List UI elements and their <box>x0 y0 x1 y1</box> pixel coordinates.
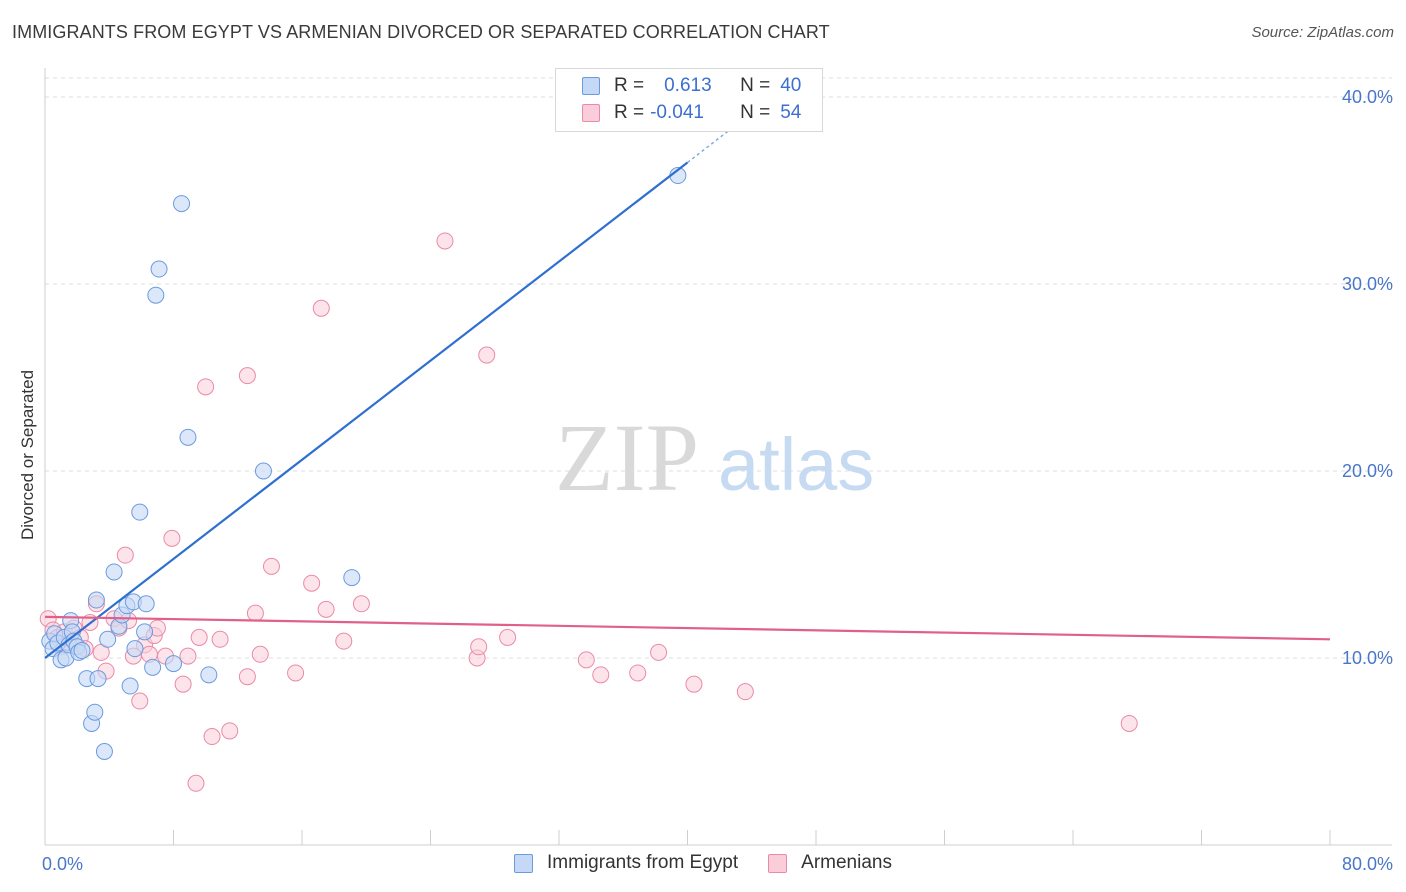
egypt-point <box>126 640 144 658</box>
egypt-point <box>86 703 104 721</box>
armenian-point <box>312 299 330 317</box>
armenian-point <box>303 574 321 592</box>
egypt-point <box>131 503 149 521</box>
armenian-point <box>1120 714 1138 732</box>
armenian-point <box>131 692 149 710</box>
legend-item-egypt: Immigrants from Egypt <box>514 852 738 874</box>
armenian-point <box>317 600 335 618</box>
armenian-point <box>470 638 488 656</box>
axes <box>44 68 1392 846</box>
egypt-point <box>105 563 123 581</box>
armenian-point <box>629 664 647 682</box>
series-egypt <box>41 167 687 760</box>
armenian-point <box>190 628 208 646</box>
r-value: 0.613 <box>664 75 712 96</box>
egypt-point <box>144 658 162 676</box>
egypt-point <box>73 642 91 660</box>
armenian-point <box>287 664 305 682</box>
egypt-point <box>89 670 107 688</box>
armenian-point <box>685 675 703 693</box>
armenian-point <box>221 722 239 740</box>
egypt-point <box>254 462 272 480</box>
armenian-point <box>478 346 496 364</box>
watermark: ZIP atlas <box>555 404 874 511</box>
armenian-swatch-icon <box>582 104 600 122</box>
armenian-point <box>163 529 181 547</box>
armenian-point <box>187 774 205 792</box>
egypt-point <box>147 286 165 304</box>
egypt-point <box>179 428 197 446</box>
armenian-point <box>352 595 370 613</box>
n-label: N = <box>740 102 771 123</box>
armenian-point <box>203 728 221 746</box>
egypt-trend-line <box>44 161 689 659</box>
y-tick-label: 30.0% <box>1342 274 1393 294</box>
egypt-swatch-icon <box>514 853 534 873</box>
y-axis-label: Divorced or Separated <box>18 369 37 541</box>
x-tick-label: 80.0% <box>1342 854 1393 874</box>
egypt-point <box>136 623 154 641</box>
egypt-point <box>165 655 182 673</box>
x-tick-label: 0.0% <box>42 854 83 874</box>
series-legend: Immigrants from Egypt Armenians <box>0 852 1406 874</box>
egypt-point <box>95 743 113 760</box>
armenian-point <box>335 632 353 650</box>
n-value: 54 <box>780 102 802 123</box>
y-tick-label: 20.0% <box>1342 461 1393 481</box>
armenian-point <box>650 643 668 661</box>
correlation-legend: R = 0.613 N = 40 R = -0.041 N = 54 <box>555 68 823 132</box>
armenian-point <box>174 675 192 693</box>
egypt-swatch-icon <box>582 77 600 95</box>
egypt-point <box>150 260 168 278</box>
legend-label-egypt: Immigrants from Egypt <box>547 852 739 873</box>
egypt-point <box>173 195 191 213</box>
n-label: N = <box>740 75 771 96</box>
egypt-trend-extension <box>687 130 729 164</box>
armenian-point <box>246 604 264 622</box>
watermark-atlas: atlas <box>718 423 874 506</box>
armenian-point <box>436 232 454 250</box>
series-armenians <box>39 232 1138 792</box>
y-tick-label: 40.0% <box>1342 87 1393 107</box>
armenian-point <box>499 628 517 646</box>
n-value: 40 <box>780 75 802 96</box>
y-tick-label: 10.0% <box>1342 648 1393 668</box>
armenian-point <box>251 645 269 663</box>
egypt-point <box>137 595 155 613</box>
armenian-point <box>592 666 610 684</box>
r-value: -0.041 <box>650 102 704 123</box>
egypt-point <box>99 630 117 648</box>
legend-row-egypt: R = 0.613 N = 40 <box>582 73 801 99</box>
armenian-swatch-icon <box>768 853 788 873</box>
chart-title: IMMIGRANTS FROM EGYPT VS ARMENIAN DIVORC… <box>12 22 830 42</box>
egypt-point <box>121 677 139 695</box>
r-label: R = <box>614 102 645 123</box>
armenian-point <box>211 630 229 648</box>
trend-lines <box>44 130 1331 659</box>
watermark-zip: ZIP <box>555 404 699 511</box>
egypt-point <box>87 591 105 609</box>
tick-labels: 10.0% 20.0% 30.0% 40.0% 0.0% 80.0% <box>42 87 1393 874</box>
source-credit: Source: ZipAtlas.com <box>1251 24 1394 41</box>
legend-item-armenians: Armenians <box>768 852 892 874</box>
armenian-point <box>179 647 197 665</box>
egypt-point <box>343 569 361 587</box>
armenian-point <box>238 367 256 385</box>
legend-label-armenians: Armenians <box>801 852 892 873</box>
armenian-point <box>577 651 595 669</box>
egypt-point <box>200 666 218 684</box>
armenian-point <box>262 557 280 575</box>
armenian-point <box>197 378 215 396</box>
armenian-trend-line <box>44 615 1331 641</box>
r-label: R = <box>614 75 645 96</box>
armenian-point <box>238 668 256 686</box>
armenian-point <box>736 683 754 701</box>
legend-row-armenian: R = -0.041 N = 54 <box>582 100 801 126</box>
armenian-point <box>116 546 134 564</box>
